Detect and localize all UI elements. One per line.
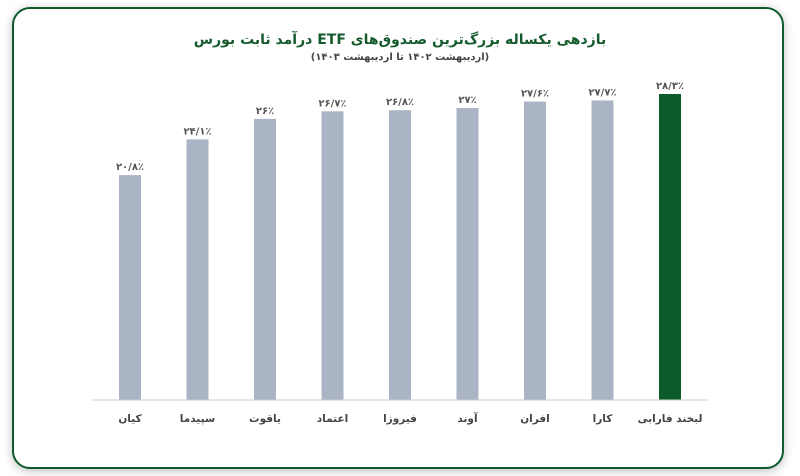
bar-4	[389, 110, 411, 400]
category-label-0: کیان	[118, 413, 142, 425]
category-label-4: فیروزا	[383, 413, 417, 425]
value-label-6: ۲۷/۶٪	[521, 89, 549, 100]
chart-title: بازدهی یکساله بزرگ‌ترین صندوق‌های ETF در…	[193, 32, 607, 48]
bar-0	[119, 175, 141, 400]
chart-subtitle: (اردیبهشت ۱۴۰۲ تا اردیبهشت ۱۴۰۳)	[310, 52, 490, 63]
category-label-1: سپیدما	[180, 413, 215, 425]
bar-6	[524, 101, 546, 400]
category-label-8: لبخند فارابی	[638, 413, 703, 425]
category-label-3: اعتماد	[317, 413, 348, 425]
category-label-2: یاقوت	[249, 413, 281, 425]
category-label-7: کارا	[593, 413, 614, 425]
value-label-2: ۲۶٪	[256, 106, 274, 117]
bar-5	[456, 108, 479, 401]
bar-3	[321, 111, 344, 400]
bars-group: ۲۰/۸٪ کیان ۲۴/۱٪ سپیدما ۲۶٪ یاقوت ۲۶/۷٪ اعتماد ۲…	[116, 81, 703, 425]
value-label-0: ۲۰/۸٪	[116, 162, 144, 173]
bar-8	[659, 94, 681, 400]
value-label-4: ۲۶/۸٪	[386, 97, 414, 108]
bar-1	[186, 139, 209, 400]
value-label-8: ۲۸/۳٪	[656, 81, 684, 92]
bar-2	[254, 118, 276, 400]
value-label-7: ۲۷/۷٪	[588, 87, 616, 98]
value-label-5: ۲۷٪	[458, 95, 476, 106]
value-label-3: ۲۶/۷٪	[318, 98, 346, 109]
value-label-1: ۲۴/۱٪	[183, 126, 211, 137]
bar-7	[591, 100, 614, 400]
category-label-6: افران	[520, 413, 550, 425]
category-label-5: آوند	[457, 412, 478, 425]
